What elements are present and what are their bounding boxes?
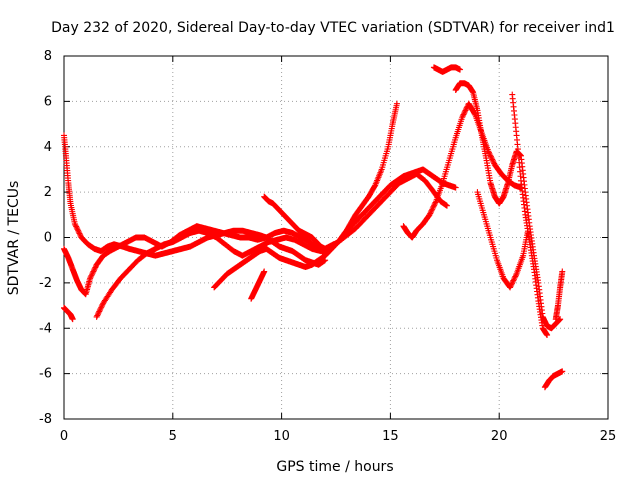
y-tick-label: 2 <box>44 185 52 200</box>
data-series <box>430 64 464 75</box>
data-series <box>61 304 76 323</box>
data-point-markers <box>474 189 531 291</box>
x-tick-label: 15 <box>382 429 399 444</box>
data-point-markers <box>339 100 400 241</box>
data-point-markers <box>261 193 337 252</box>
y-tick-label: 4 <box>44 140 52 155</box>
data-series <box>509 91 551 339</box>
axis-ticks: 0 5 10 15 20 25 -8 -6 -4 -2 0 2 4 6 8 <box>39 49 616 444</box>
data-series <box>339 100 400 241</box>
data-point-markers <box>61 304 76 323</box>
data-point-markers <box>93 170 450 320</box>
data-series <box>552 268 566 323</box>
grid <box>64 56 608 419</box>
y-tick-label: -2 <box>39 276 52 291</box>
data-series <box>452 80 564 332</box>
chart-title: Day 232 of 2020, Sidereal Day-to-day VTE… <box>51 20 615 36</box>
data-series <box>61 132 329 268</box>
data-point-markers <box>452 80 564 332</box>
data-point-markers <box>61 132 329 268</box>
data-series <box>248 268 268 302</box>
data-point-markers <box>509 91 551 339</box>
x-tick-label: 5 <box>169 429 177 444</box>
data-point-markers <box>552 268 566 323</box>
data-points <box>61 64 566 391</box>
y-tick-label: 0 <box>44 231 52 246</box>
data-series <box>261 193 337 252</box>
data-series <box>474 189 531 291</box>
data-series <box>93 170 450 320</box>
data-point-markers <box>541 368 566 391</box>
y-tick-label: -6 <box>39 367 52 382</box>
data-point-markers <box>430 64 464 75</box>
y-tick-label: -8 <box>39 412 52 427</box>
data-point-markers <box>248 268 268 302</box>
x-tick-label: 20 <box>491 429 508 444</box>
x-tick-label: 0 <box>60 429 68 444</box>
y-axis-title: SDTVAR / TECUs <box>6 181 22 296</box>
data-series <box>541 368 566 391</box>
x-tick-label: 10 <box>273 429 290 444</box>
x-tick-label: 25 <box>600 429 617 444</box>
y-tick-label: 6 <box>44 94 52 109</box>
y-tick-label: -4 <box>39 321 52 336</box>
y-tick-label: 8 <box>44 49 52 64</box>
x-axis-title: GPS time / hours <box>276 459 393 475</box>
